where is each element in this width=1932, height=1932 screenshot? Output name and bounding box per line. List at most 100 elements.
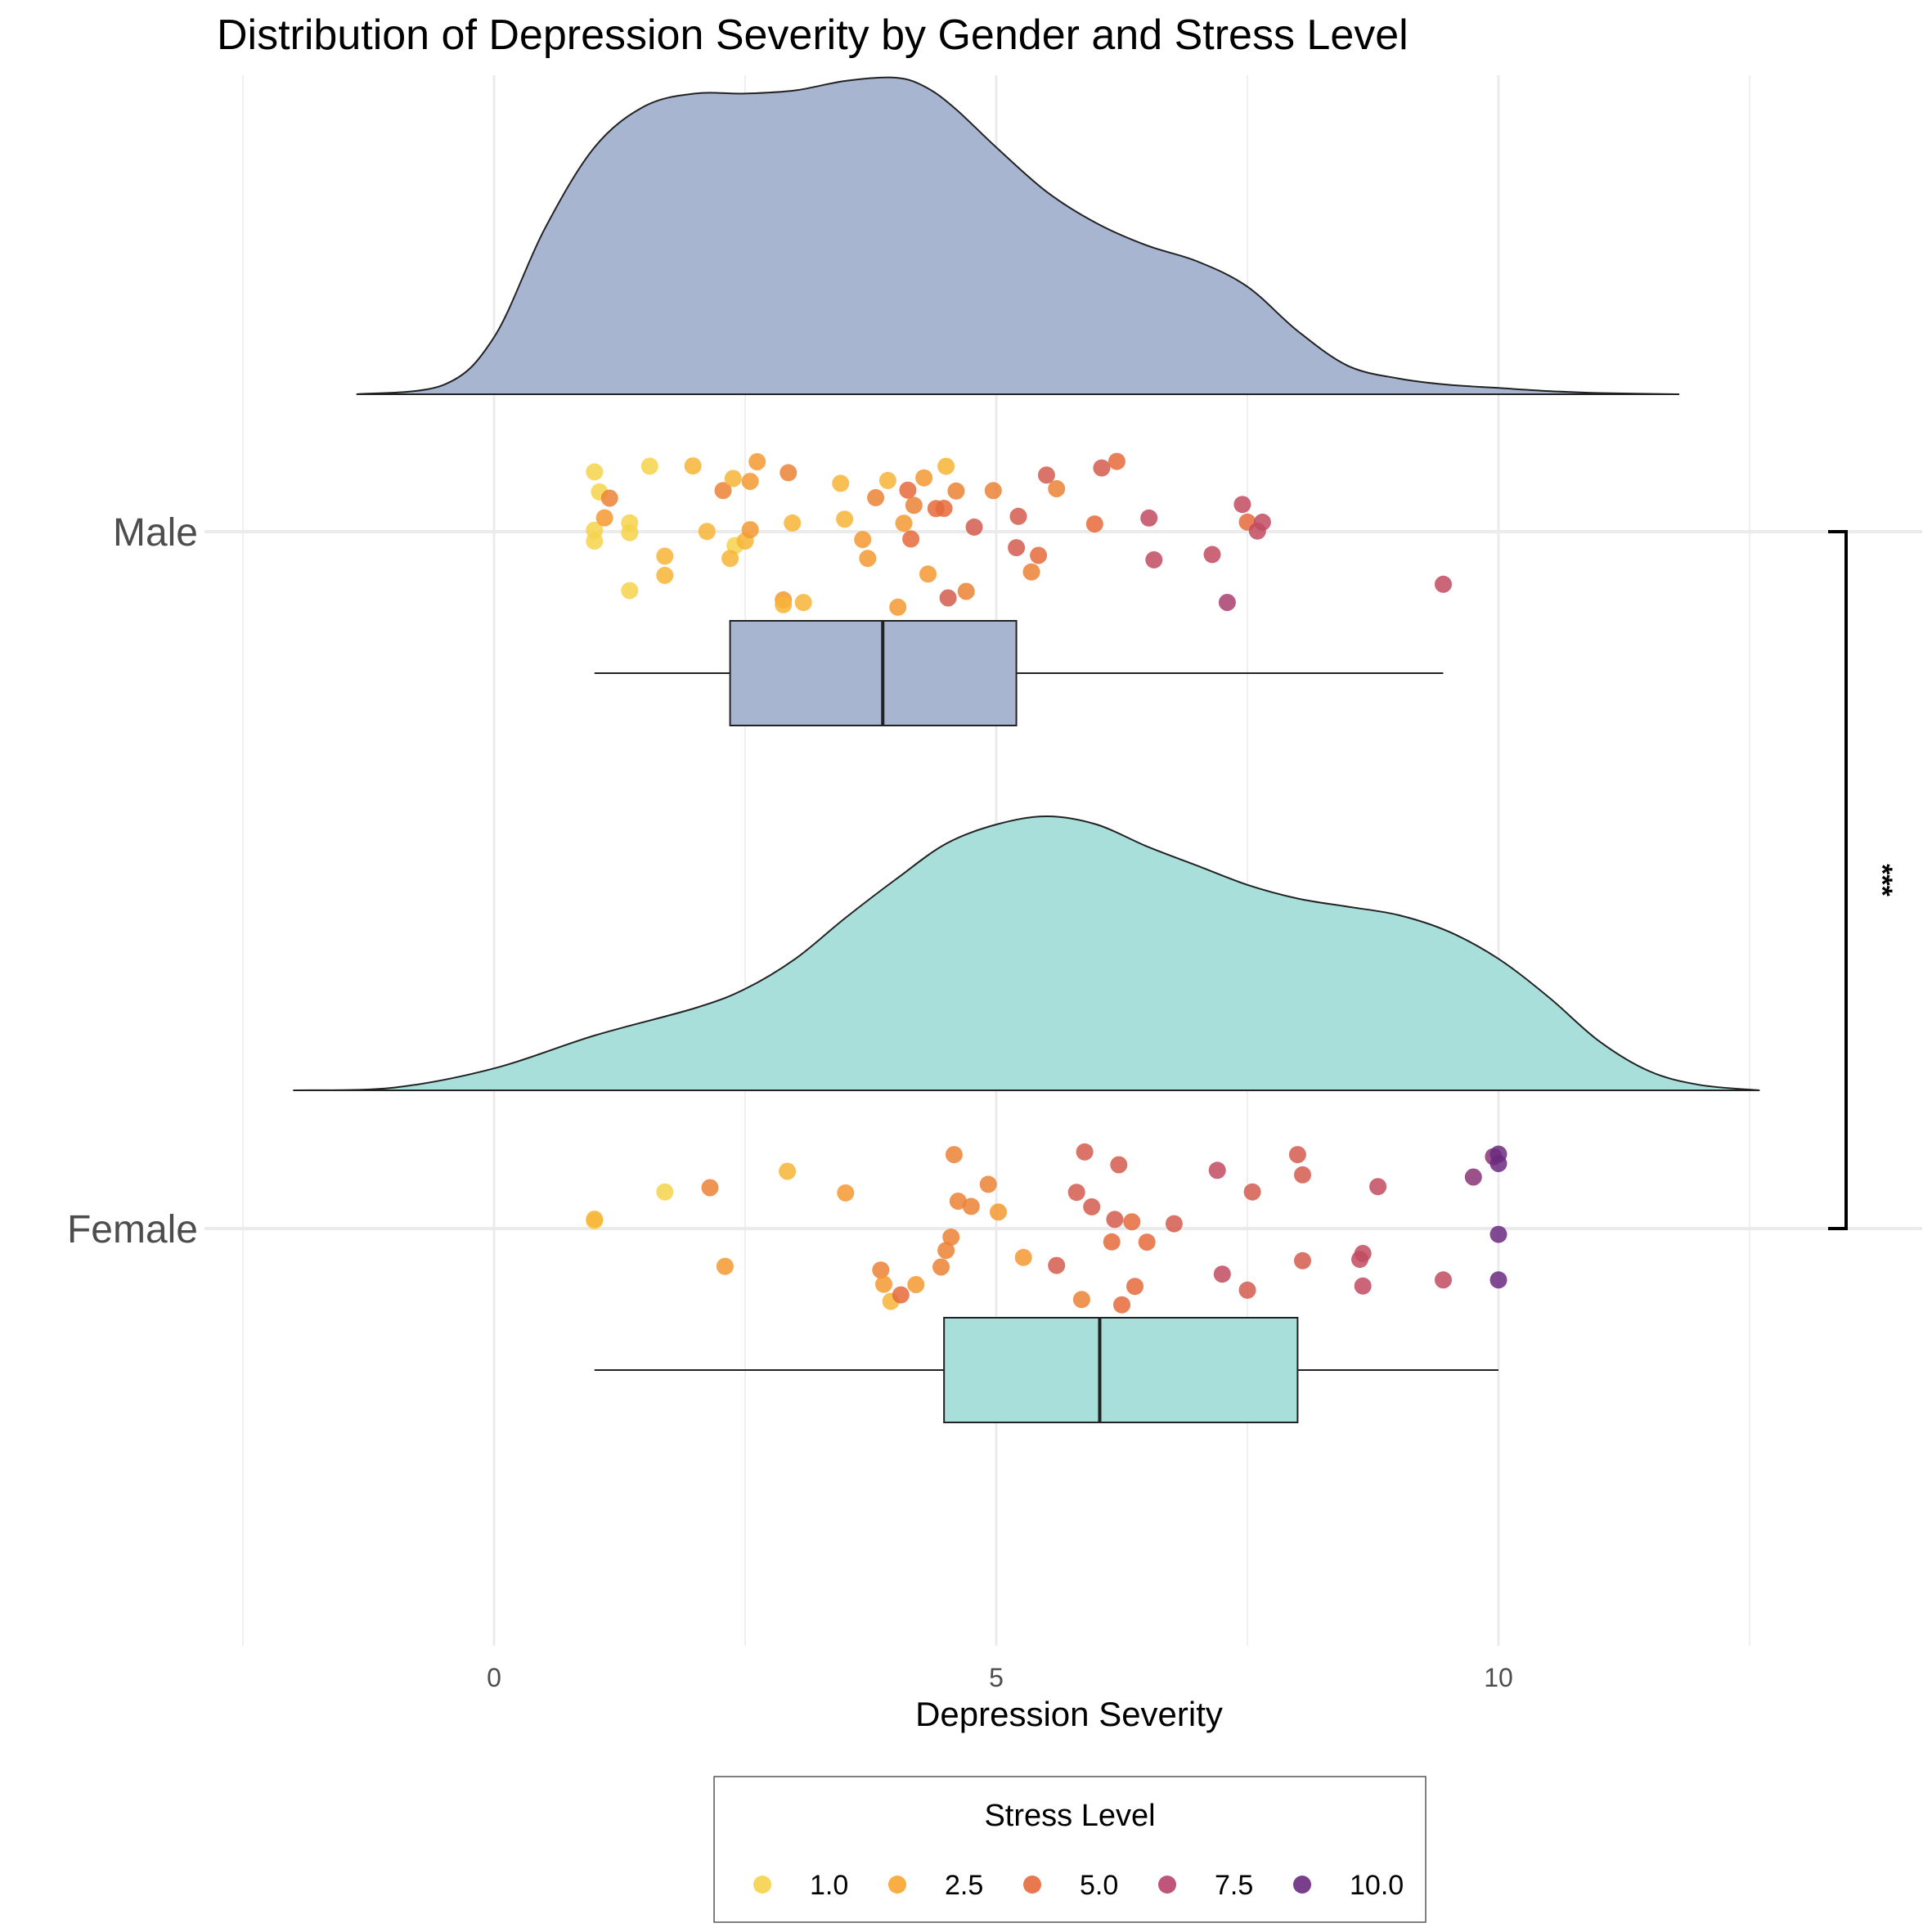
legend-title: Stress Level bbox=[984, 1799, 1155, 1833]
data-point bbox=[1113, 1296, 1130, 1314]
data-point bbox=[962, 1197, 980, 1215]
data-point bbox=[775, 595, 793, 613]
data-point bbox=[1022, 563, 1040, 581]
data-point bbox=[1369, 1178, 1387, 1196]
legend-label: 1.0 bbox=[810, 1870, 848, 1901]
data-point bbox=[947, 482, 965, 500]
data-point bbox=[1093, 459, 1111, 477]
data-point bbox=[1009, 507, 1027, 525]
data-point bbox=[1030, 546, 1048, 564]
data-point bbox=[741, 473, 759, 490]
data-point bbox=[748, 453, 766, 470]
data-point bbox=[1126, 1278, 1143, 1296]
data-point bbox=[990, 1203, 1007, 1221]
density-cloud-female bbox=[293, 815, 1760, 1091]
data-point bbox=[937, 457, 955, 475]
data-point bbox=[595, 509, 613, 527]
data-point bbox=[1354, 1245, 1372, 1262]
box-iqr bbox=[729, 620, 1018, 726]
data-point bbox=[1489, 1225, 1507, 1243]
data-point bbox=[859, 550, 877, 568]
data-point bbox=[932, 1258, 950, 1276]
legend-item: 7.5 bbox=[1158, 1870, 1253, 1901]
data-point bbox=[1108, 452, 1126, 470]
data-point bbox=[1048, 1256, 1066, 1274]
data-point bbox=[832, 474, 850, 492]
data-point bbox=[867, 488, 885, 506]
data-point bbox=[1435, 1271, 1452, 1289]
legend-swatch bbox=[1293, 1876, 1311, 1894]
box-iqr bbox=[943, 1317, 1299, 1423]
data-point bbox=[915, 469, 933, 487]
data-point bbox=[586, 463, 604, 481]
data-point bbox=[656, 1183, 674, 1201]
data-point bbox=[957, 582, 975, 600]
legend-label: 7.5 bbox=[1215, 1870, 1253, 1901]
data-point bbox=[716, 1257, 734, 1275]
data-point bbox=[965, 518, 983, 536]
data-point bbox=[701, 1179, 719, 1197]
legend-swatch bbox=[888, 1876, 906, 1894]
data-point bbox=[1110, 1156, 1128, 1174]
data-point bbox=[872, 1261, 890, 1279]
data-point bbox=[1233, 496, 1251, 514]
legend-swatch bbox=[1158, 1876, 1176, 1894]
data-point bbox=[1294, 1251, 1311, 1269]
data-point bbox=[1138, 1233, 1156, 1251]
data-point bbox=[1464, 1168, 1482, 1186]
data-point bbox=[1085, 515, 1103, 533]
data-point bbox=[1103, 1233, 1121, 1251]
data-point bbox=[586, 1211, 604, 1228]
legend-items: 1.0 2.5 5.0 7.5 10.0 bbox=[753, 1870, 1404, 1901]
data-point bbox=[698, 523, 716, 541]
data-point bbox=[979, 1175, 997, 1193]
chart-title: Distribution of Depression Severity by G… bbox=[217, 11, 1409, 59]
data-point bbox=[984, 482, 1002, 500]
legend-item: 2.5 bbox=[888, 1870, 983, 1901]
data-point bbox=[1238, 1281, 1256, 1299]
data-point bbox=[741, 521, 759, 539]
data-point bbox=[892, 1286, 910, 1304]
legend-label: 10.0 bbox=[1350, 1870, 1404, 1901]
data-point bbox=[1106, 1211, 1124, 1229]
data-point bbox=[907, 1276, 925, 1293]
data-point bbox=[1067, 1184, 1085, 1202]
data-point bbox=[779, 1162, 797, 1180]
y-tick-label: Male bbox=[113, 511, 198, 555]
data-point bbox=[1083, 1197, 1101, 1215]
legend-box bbox=[713, 1776, 1427, 1923]
density-clouds bbox=[293, 76, 1760, 1091]
x-axis-ticks: 0 5 10 bbox=[487, 1663, 1513, 1692]
data-point bbox=[1048, 480, 1066, 497]
rain-points bbox=[586, 452, 1507, 1314]
data-point bbox=[1489, 1271, 1507, 1289]
data-point bbox=[935, 500, 953, 517]
data-point bbox=[721, 550, 739, 568]
legend-item: 1.0 bbox=[753, 1870, 848, 1901]
x-tick-label: 10 bbox=[1484, 1663, 1513, 1692]
data-point bbox=[1213, 1265, 1231, 1283]
data-point bbox=[780, 464, 798, 482]
data-point bbox=[949, 1193, 967, 1210]
data-point bbox=[1076, 1143, 1094, 1161]
data-point bbox=[1145, 550, 1163, 568]
data-point bbox=[836, 510, 854, 528]
y-axis-ticks: Male Female bbox=[67, 511, 198, 1251]
data-point bbox=[1354, 1277, 1372, 1295]
data-point bbox=[937, 1242, 955, 1260]
data-point bbox=[621, 582, 639, 600]
data-point bbox=[724, 470, 742, 487]
data-point bbox=[600, 489, 618, 507]
data-point bbox=[939, 589, 957, 607]
data-point bbox=[784, 514, 802, 532]
data-point bbox=[1288, 1146, 1306, 1164]
data-point bbox=[621, 523, 639, 541]
x-tick-label: 5 bbox=[989, 1663, 1004, 1692]
legend-swatch bbox=[753, 1876, 771, 1894]
data-point bbox=[714, 482, 732, 500]
data-point bbox=[854, 531, 872, 549]
data-point bbox=[794, 594, 812, 612]
x-axis-title: Depression Severity bbox=[915, 1695, 1223, 1733]
data-point bbox=[684, 457, 702, 475]
data-point bbox=[586, 532, 604, 550]
